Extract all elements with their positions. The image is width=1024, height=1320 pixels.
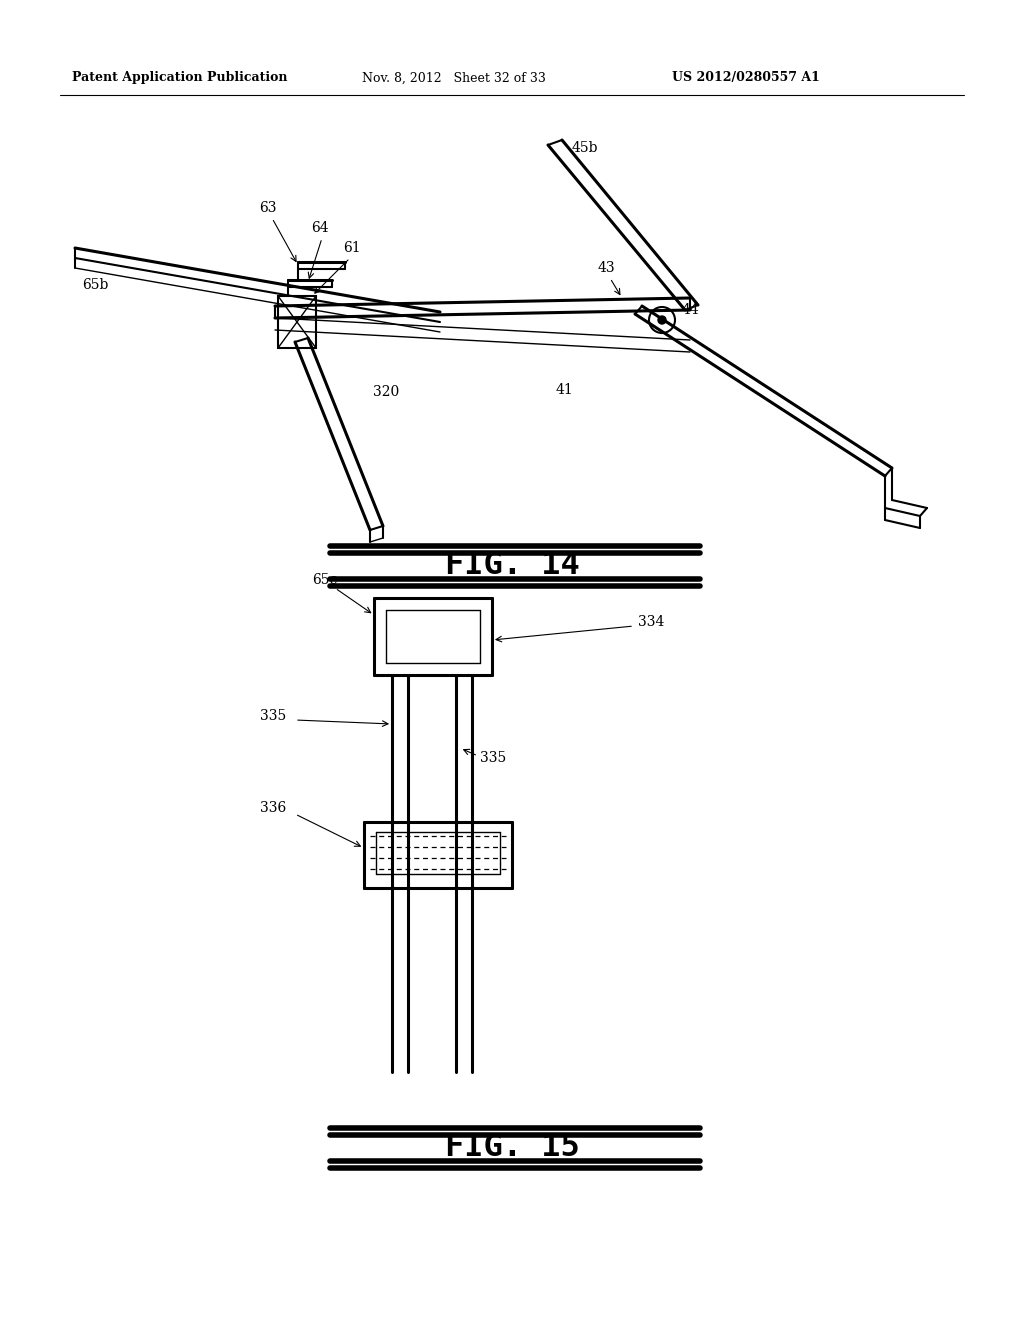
Text: 61: 61 bbox=[343, 242, 360, 255]
Text: 41: 41 bbox=[555, 383, 572, 397]
Text: 44: 44 bbox=[682, 304, 699, 317]
Text: 63: 63 bbox=[259, 201, 276, 215]
Text: FIG. 15: FIG. 15 bbox=[444, 1133, 580, 1163]
Text: Nov. 8, 2012   Sheet 32 of 33: Nov. 8, 2012 Sheet 32 of 33 bbox=[362, 71, 546, 84]
Text: 65c: 65c bbox=[312, 573, 337, 587]
Text: 336: 336 bbox=[260, 801, 286, 814]
Text: FIG. 14: FIG. 14 bbox=[444, 550, 580, 582]
Circle shape bbox=[658, 315, 666, 323]
Text: 334: 334 bbox=[638, 615, 665, 630]
Text: 64: 64 bbox=[311, 220, 329, 235]
Text: Patent Application Publication: Patent Application Publication bbox=[72, 71, 288, 84]
Text: 45b: 45b bbox=[572, 141, 598, 154]
Text: US 2012/0280557 A1: US 2012/0280557 A1 bbox=[672, 71, 820, 84]
Text: 335: 335 bbox=[260, 709, 286, 723]
Text: 43: 43 bbox=[597, 261, 614, 275]
Text: 335: 335 bbox=[480, 751, 506, 766]
Text: 65b: 65b bbox=[82, 279, 109, 292]
Text: 320: 320 bbox=[373, 385, 399, 399]
